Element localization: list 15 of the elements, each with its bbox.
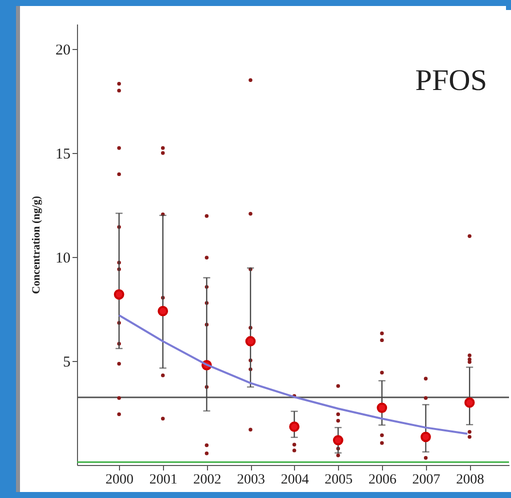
y-axis-title: Concentration (ng/g) (30, 196, 42, 294)
y-tick-label: 20 (56, 42, 70, 58)
x-tick-label: 2001 (149, 472, 178, 488)
x-tick-label: 2003 (237, 472, 265, 488)
x-tick-label: 2006 (368, 472, 396, 488)
x-tick-label: 2000 (106, 472, 134, 488)
x-tick-label: 2002 (193, 472, 222, 488)
y-tick-label: 10 (56, 250, 70, 266)
x-tick-label: 2004 (280, 472, 309, 488)
y-tick-label: 15 (56, 146, 70, 162)
annotation: PFOS (415, 64, 487, 97)
x-tick-label: 2008 (456, 472, 484, 488)
x-tick-label: 2005 (324, 472, 353, 488)
y-tick-label: 5 (63, 354, 70, 370)
x-tick-label: 2007 (412, 472, 440, 488)
